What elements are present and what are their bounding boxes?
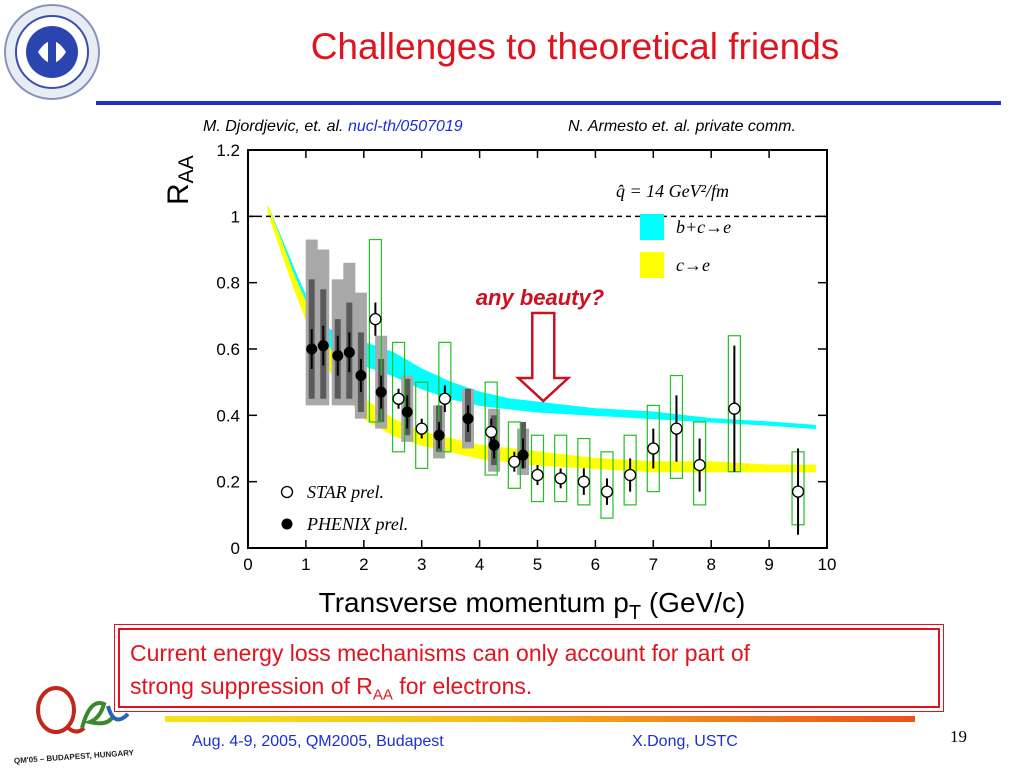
phenix-point: [517, 449, 529, 461]
conf-logo-caption: QM'05 – BUDAPEST, HUNGARY: [14, 748, 135, 765]
star-sys-box: [693, 421, 707, 506]
phenix-point: [462, 413, 474, 425]
x-tick-label: 8: [706, 555, 715, 574]
star-point: [392, 392, 405, 405]
x-tick-label: 6: [591, 555, 600, 574]
star-sys-box: [438, 341, 452, 453]
annotation-any-beauty: any beauty?: [476, 285, 604, 310]
x-tick-label: 1: [301, 555, 310, 574]
slide-title: Challenges to theoretical friends: [310, 26, 840, 67]
phenix-points: [306, 325, 529, 469]
y-tick-label: 0.6: [216, 340, 240, 359]
y-tick-label: 1: [231, 207, 240, 226]
annotation-arrow: [515, 311, 572, 403]
star-point: [415, 422, 428, 435]
legend-swatch-c: [640, 252, 664, 278]
phenix-point: [332, 350, 344, 362]
star-point: [485, 425, 498, 439]
citation-left: M. Djordjevic, et. al. nucl-th/0507019: [203, 118, 463, 136]
phenix-point: [306, 343, 318, 355]
phenix-point: [433, 429, 445, 441]
phenix-point: [401, 406, 413, 418]
legend-label-bc: b+c→e: [676, 217, 731, 237]
phenix-point: [317, 340, 329, 352]
star-sys-box: [530, 434, 545, 503]
y-axis-title: RAA: [162, 155, 198, 205]
y-tick-label: 1.2: [216, 141, 240, 160]
conclusion-text: Current energy loss mechanisms can only …: [130, 637, 932, 712]
axis-ticks: [247, 149, 828, 549]
y-tick-label: 0: [231, 539, 240, 558]
x-tick-label: 9: [764, 555, 773, 574]
star-sys-box: [669, 374, 684, 479]
x-axis-title: Transverse momentum pT (GeV/c): [319, 587, 746, 624]
conclusion-line-2-end: for electrons.: [392, 673, 533, 699]
conclusion-line-1: Current energy loss mechanisms can only …: [130, 640, 751, 666]
conclusion-box-inner: Current energy loss mechanisms can only …: [118, 628, 940, 708]
star-point: [508, 455, 521, 468]
university-seal-logo: [4, 4, 100, 100]
star-sys-box: [368, 238, 382, 423]
qhat-label: q̂ = 14 GeV²/fm: [616, 181, 729, 201]
y-tick-label: 0.4: [216, 406, 240, 425]
star-sys-box: [623, 434, 637, 506]
x-tick-label: 4: [475, 555, 484, 574]
phenix-point: [375, 386, 387, 398]
legend-marker-phenix: [281, 518, 293, 530]
conclusion-box: Current energy loss mechanisms can only …: [114, 624, 944, 712]
star-sys-box: [415, 381, 429, 470]
qm05-conference-logo: QM'05 – BUDAPEST, HUNGARY: [14, 686, 135, 765]
x-tick-label: 5: [533, 555, 542, 574]
star-point: [554, 472, 567, 485]
star-systematics: [368, 238, 805, 526]
x-tick-label: 3: [417, 555, 426, 574]
raa-chart: 0 1 2 3 4 5 6 7 8 9 10 0 0.2 0.4 0.6 0.8 1 1.2 q̂ = 14 Ge…: [162, 141, 836, 624]
legend-marker-star: [280, 485, 294, 499]
title-underline: [96, 101, 1001, 105]
legend-label-phenix: PHENIX prel.: [306, 514, 408, 534]
legend-label-star: STAR prel.: [307, 482, 384, 502]
star-sys-box: [577, 437, 591, 506]
footer-author: X.Dong, USTC: [632, 733, 738, 750]
star-sys-box: [600, 451, 614, 519]
conclusion-subscript: AA: [372, 686, 393, 704]
y-tick-label: 0.8: [216, 274, 240, 293]
star-sys-box: [554, 434, 568, 503]
star-point: [670, 422, 683, 435]
x-tick-label: 2: [359, 555, 368, 574]
star-point: [693, 458, 706, 472]
phenix-point: [355, 370, 367, 382]
footer-gradient-bar: [165, 716, 915, 722]
conclusion-line-2-start: strong suppression of R: [130, 673, 373, 699]
star-point: [728, 402, 741, 415]
star-sys-box: [391, 341, 406, 453]
y-tick-label: 0.2: [216, 473, 240, 492]
x-tick-label: 0: [243, 555, 252, 574]
star-point: [791, 485, 805, 498]
citation-right: N. Armesto et. al. private comm.: [568, 118, 796, 135]
x-tick-label: 7: [649, 555, 658, 574]
star-point: [531, 468, 544, 482]
x-tick-label: 10: [818, 555, 837, 574]
citation-left-authors: M. Djordjevic, et. al.: [203, 118, 344, 135]
legend-swatch-bc: [640, 214, 664, 240]
star-point: [369, 312, 382, 326]
star-point: [623, 468, 637, 482]
legend-label-c: c→e: [676, 255, 710, 275]
star-sys-box: [484, 381, 498, 476]
axis-tick-labels: 0 1 2 3 4 5 6 7 8 9 10 0 0.2 0.4 0.6 0.8 1 1.2: [216, 141, 836, 574]
citation-left-reference-link[interactable]: nucl-th/0507019: [347, 118, 463, 135]
footer-conference: Aug. 4-9, 2005, QM2005, Budapest: [192, 733, 444, 750]
star-point: [600, 485, 614, 498]
star-point: [647, 442, 660, 455]
page-number: 19: [950, 727, 967, 746]
star-point: [577, 475, 590, 488]
phenix-point: [343, 346, 355, 358]
star-point: [438, 392, 452, 405]
star-points: [369, 302, 805, 535]
